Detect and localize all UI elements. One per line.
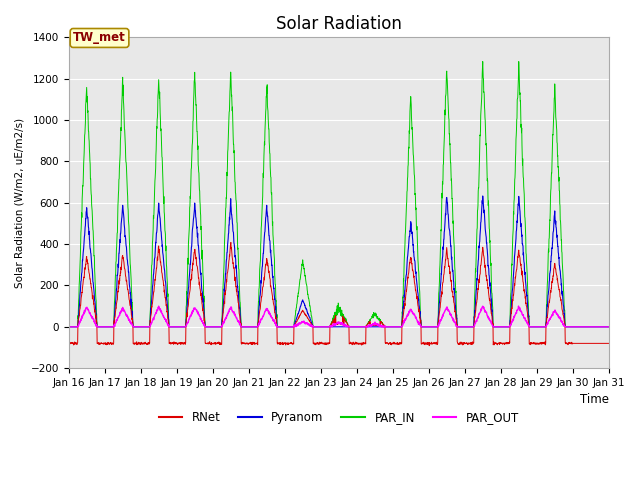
PAR_IN [572,324,580,330]
RNet [557,299,565,305]
Line: PAR_OUT: PAR_OUT [68,306,609,327]
PAR_IN [366,317,374,323]
Pyranom [65,324,72,330]
PAR_OUT [557,318,565,324]
Line: PAR_IN: PAR_IN [68,61,609,327]
RNet [496,340,504,346]
RNet [355,340,362,346]
Pyranom [557,276,565,282]
RNet [215,340,223,346]
PAR_OUT [515,303,522,309]
Pyranom [354,324,362,330]
RNet [426,343,433,348]
PAR_IN [65,324,72,330]
Pyranom [366,324,374,330]
Pyranom [495,324,503,330]
PAR_OUT [495,324,503,330]
PAR_OUT [605,324,612,330]
PAR_IN [557,229,565,235]
Title: Solar Radiation: Solar Radiation [276,15,402,33]
Legend: RNet, Pyranom, PAR_IN, PAR_OUT: RNet, Pyranom, PAR_IN, PAR_OUT [154,406,524,429]
Text: TW_met: TW_met [73,32,126,45]
Pyranom [572,324,580,330]
Line: Pyranom: Pyranom [68,196,609,327]
RNet [605,340,612,346]
PAR_OUT [366,322,374,328]
PAR_OUT [354,324,362,330]
Line: RNet: RNet [68,242,609,346]
Y-axis label: Solar Radiation (W/m2, uE/m2/s): Solar Radiation (W/m2, uE/m2/s) [15,118,25,288]
RNet [227,240,235,245]
PAR_IN [479,59,486,64]
PAR_OUT [215,324,223,330]
Pyranom [215,324,223,330]
PAR_IN [605,324,612,330]
RNet [65,339,72,345]
PAR_IN [495,324,503,330]
PAR_IN [354,324,362,330]
Pyranom [479,193,486,199]
RNet [572,340,580,346]
RNet [366,319,374,324]
Pyranom [605,324,612,330]
X-axis label: Time: Time [580,394,609,407]
PAR_OUT [65,324,72,330]
PAR_IN [215,324,223,330]
PAR_OUT [572,324,580,330]
